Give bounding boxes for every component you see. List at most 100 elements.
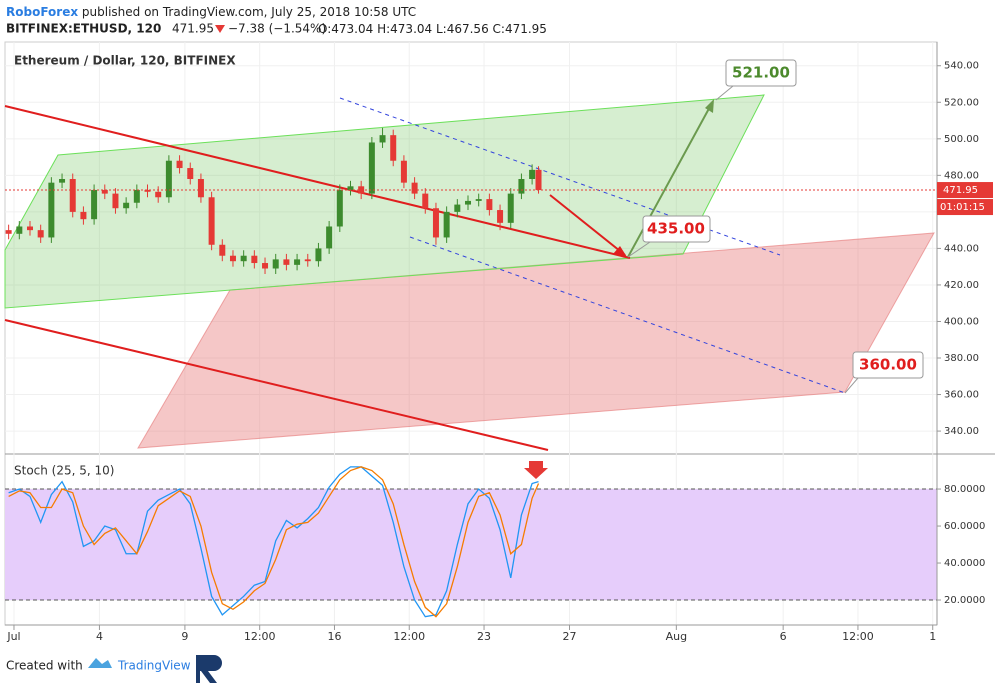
published: published on TradingView.com, July 25, 2… [78,5,416,19]
x-tick-label: 16 [327,630,341,643]
open: O:473.04 [318,22,373,36]
high: H:473.04 [377,22,432,36]
candle-body [91,189,98,220]
last-price: 471.95 [172,22,214,36]
candle-body [475,199,482,201]
candle-body [26,226,33,231]
arrowhead [705,99,714,113]
candle-body [518,179,525,194]
candle-body [507,193,514,223]
y-tick-label: 380.00 [944,353,979,364]
stoch-band [5,489,937,601]
down-icon [215,25,225,33]
y-tick-label: 20.0000 [944,595,985,606]
low: L:467.56 [436,22,489,36]
candle-body [133,189,140,203]
candle-body [283,259,290,265]
candle-body [48,182,55,238]
x-tick-label: 12:00 [244,630,276,643]
x-tick-label: 1 [929,630,936,643]
y-tick-label: 420.00 [944,280,979,291]
down-marker [524,461,548,479]
roboforex-logo [196,655,222,683]
candle-body [16,226,23,234]
callout [725,59,797,87]
x-tick-label: 4 [96,630,103,643]
brand: RoboForex [6,5,78,19]
callout [852,351,924,379]
candle-body [400,160,407,183]
candle-body [176,160,183,169]
y-tick-label: 500.00 [944,134,979,145]
countdown-tag [937,199,993,216]
ohlc: O:473.04 H:473.04 L:467.56 C:471.95 [318,22,547,36]
candle-body [37,230,44,238]
candle-body [272,259,279,269]
candle-body [529,169,536,179]
trend-line [4,319,549,451]
candle-body [294,259,301,265]
header: RoboForex published on TradingView.com, … [6,5,416,19]
candle-body [432,208,439,238]
y-tick-label: 340.00 [944,426,979,437]
arrow [627,102,713,258]
x-tick-label: 27 [562,630,576,643]
candle-body [336,189,343,227]
candle-body [497,210,504,223]
callout-text: 521.00 [732,64,790,82]
x-tick-label: Jul [6,630,20,643]
candle-body [219,244,226,256]
price-tag [937,182,993,199]
candle-body [379,135,386,143]
y-tick-label: 440.00 [944,243,979,254]
x-tick-label: Aug [666,630,687,643]
candle-body [390,135,397,161]
candle-body [411,182,418,194]
y-tick-label: 540.00 [944,61,979,72]
candle-body [101,189,108,194]
y-tick-label: 400.00 [944,316,979,327]
dashed-line [339,97,781,256]
candle-body [187,168,194,179]
candle-body [123,202,130,209]
candle-body [69,179,76,212]
candle-body [144,189,151,192]
x-tick-label: 9 [181,630,188,643]
arrow [549,194,626,256]
candle-body [443,211,450,238]
dashed-line [409,236,846,394]
candle-body [262,263,269,269]
x-tick-label: 6 [780,630,787,643]
arrowhead [613,246,627,257]
red-channel [137,232,935,449]
y-tick-label: 60.0000 [944,521,985,532]
y-tick-label: 40.0000 [944,558,985,569]
y-tick-label: 360.00 [944,390,979,401]
candle-body [422,193,429,209]
callout-text: 435.00 [647,220,705,238]
callout-pointer [627,85,859,394]
trend-line [4,105,631,259]
x-tick-label: 12:00 [842,630,874,643]
candle-body [465,200,472,205]
candle-body [326,226,333,249]
countdown-text: 01:01:15 [940,202,985,213]
candle-body [486,199,493,211]
candle-body [155,191,162,198]
candle-body [229,255,236,262]
candle-body [197,179,204,198]
candle-body [165,160,172,198]
candle-body [112,193,119,209]
x-tick-label: 23 [477,630,491,643]
footer-text: Created with [6,659,83,673]
y-tick-label: 480.00 [944,170,979,181]
candle-body [315,248,322,262]
green-channel [4,94,765,309]
tv-logo [88,658,112,668]
candle-body [347,186,354,190]
candle-body [208,197,215,245]
callout [642,215,711,243]
footer-brand: TradingView [117,659,191,673]
y-tick-label: 520.00 [944,97,979,108]
